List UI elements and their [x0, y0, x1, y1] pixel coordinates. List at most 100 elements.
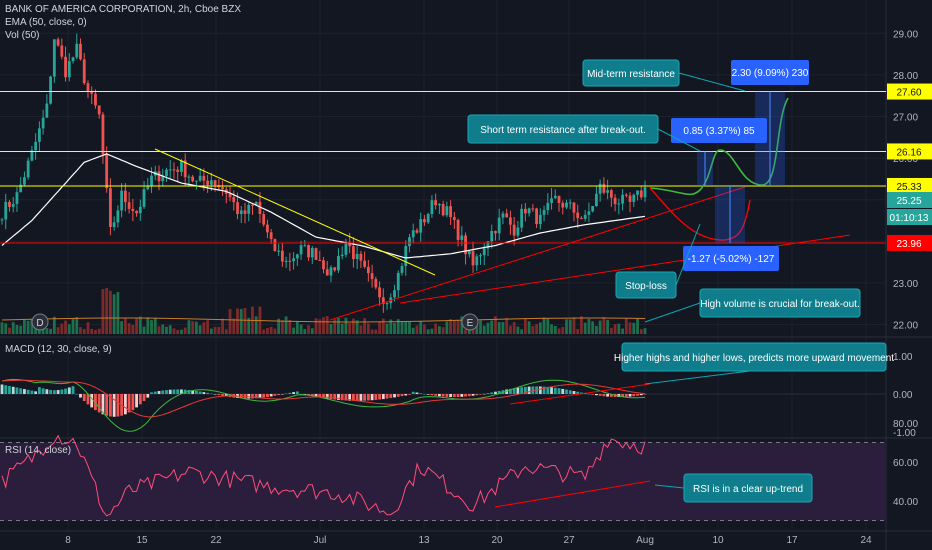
- volume-bar: [613, 324, 617, 334]
- macd-histogram-bar: [30, 390, 34, 394]
- volume-bar: [202, 322, 206, 334]
- volume-bar: [449, 319, 453, 334]
- volume-bar: [307, 325, 310, 334]
- macd-histogram-bar: [0, 384, 4, 394]
- volume-bar: [494, 316, 497, 334]
- volume-bar: [580, 316, 583, 334]
- candle-body: [415, 230, 419, 233]
- candlesticks[interactable]: [0, 33, 647, 313]
- macd-histogram-bar: [97, 394, 101, 413]
- volume-bar: [157, 326, 161, 334]
- macd-histogram-bar: [142, 394, 146, 402]
- macd-histogram-bar: [191, 390, 195, 394]
- volume-legend[interactable]: Vol (50): [5, 30, 40, 41]
- price-label-bg: [887, 177, 932, 194]
- candle-body: [187, 176, 191, 178]
- callout-box: [582, 59, 680, 87]
- callout-box: [699, 288, 861, 318]
- macd-histogram-bar: [187, 389, 191, 394]
- candle-body: [303, 245, 307, 247]
- volume-bar: [542, 317, 546, 334]
- candle-body: [209, 180, 213, 185]
- time-tick-label: 10: [712, 535, 724, 546]
- macd-histogram-bar: [288, 392, 292, 394]
- volume-bar: [97, 328, 101, 334]
- callout-box: [683, 473, 813, 503]
- candle-body: [520, 208, 524, 228]
- candle-body: [292, 258, 295, 262]
- price-label: 01:10:13: [890, 213, 929, 224]
- candle-body: [127, 202, 131, 209]
- price-label-bg: [887, 234, 932, 251]
- candle-body: [494, 231, 497, 234]
- candle-body: [146, 186, 150, 190]
- macd-histogram-bar: [329, 394, 333, 400]
- candle-body: [557, 195, 561, 203]
- callout-text: Short term resistance after break-out.: [480, 125, 646, 136]
- candle-body: [531, 208, 535, 210]
- macd-histogram-bar: [355, 394, 359, 401]
- macd-histogram-bar: [224, 394, 228, 397]
- volume-bar: [546, 318, 550, 334]
- event-marker-label: D: [36, 318, 43, 329]
- volume-bar: [71, 318, 75, 334]
- candle-body: [254, 201, 258, 206]
- volume-bar: [404, 322, 408, 334]
- chart-overlays: 0.85 (3.37%) 85 2.30 (9.09%) 230 -1.27 (-5…: [0, 60, 886, 331]
- candle-body: [79, 43, 82, 60]
- volume-bar: [79, 327, 82, 334]
- candle-body: [609, 190, 613, 198]
- candle-body: [135, 210, 138, 214]
- measure-label: -1.27 (-5.02%) -127: [688, 254, 775, 265]
- candle-body: [501, 213, 505, 218]
- volume-bar: [355, 320, 359, 334]
- annotation-callouts: Mid-term resistance Short term resistance…: [467, 59, 894, 503]
- volume-bar: [520, 329, 524, 334]
- macd-histogram-bar: [165, 390, 168, 394]
- candle-body: [239, 210, 243, 214]
- candle-body: [288, 260, 292, 262]
- volume-bar: [381, 318, 385, 334]
- event-marker: [461, 313, 479, 331]
- ema-legend[interactable]: EMA (50, close, 0): [5, 17, 87, 28]
- candle-body: [404, 246, 408, 267]
- macd-histogram-bar: [490, 392, 494, 394]
- candle-body: [60, 45, 64, 57]
- volume-bar: [561, 326, 565, 334]
- rsi-title[interactable]: RSI (14, close): [5, 445, 72, 456]
- volume-bar: [423, 324, 426, 334]
- candle-body: [378, 287, 381, 298]
- volume-bar: [314, 318, 318, 334]
- volume-bar: [176, 329, 180, 334]
- macd-histogram-bar: [123, 394, 127, 415]
- candle-body: [307, 245, 310, 258]
- macd-title[interactable]: MACD (12, 30, close, 9): [5, 344, 112, 355]
- candle-body: [150, 175, 153, 187]
- price-tick-label: 26.00: [893, 154, 918, 165]
- macd-histogram-bar: [464, 394, 467, 397]
- macd-histogram-bar: [520, 387, 524, 394]
- bull-projection-path: [649, 97, 789, 196]
- candle-body: [546, 202, 550, 211]
- macd-tick-label: 0.00: [893, 390, 913, 401]
- volume-bar: [4, 323, 8, 334]
- candle-body: [374, 279, 378, 288]
- macd-tick-label: -1.00: [893, 428, 916, 439]
- candle-body: [116, 210, 120, 223]
- macd-histogram-bar: [591, 394, 595, 395]
- macd-histogram-bar: [60, 389, 64, 394]
- volume-bar: [501, 322, 505, 334]
- macd-histogram-bar: [176, 389, 180, 394]
- macd-histogram-bar: [531, 386, 535, 394]
- volume-bar: [557, 328, 561, 334]
- candle-body: [183, 160, 187, 178]
- candle-body: [441, 204, 445, 216]
- symbol-title[interactable]: BANK OF AMERICA CORPORATION, 2h, Cboe BZ…: [5, 4, 241, 15]
- price-tick-label: 27.00: [893, 113, 918, 124]
- volume-bar: [628, 322, 632, 334]
- candle-body: [105, 154, 109, 189]
- volume-bar: [576, 328, 580, 334]
- volume-bar: [595, 325, 598, 334]
- macd-histogram-bar: [71, 386, 75, 394]
